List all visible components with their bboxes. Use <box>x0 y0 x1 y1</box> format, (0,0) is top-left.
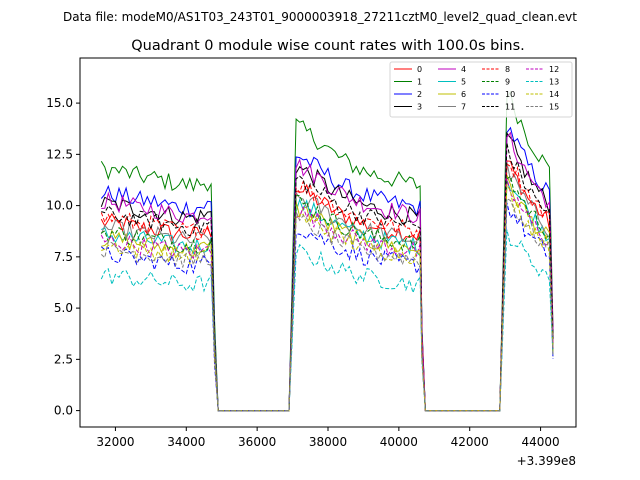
x-tick-label: 36000 <box>238 435 276 449</box>
series-line-12 <box>100 178 554 412</box>
legend-label-13: 13 <box>549 78 559 87</box>
x-tick-label: 32000 <box>96 435 134 449</box>
legend-label-11: 11 <box>505 103 515 112</box>
chart-title: Quadrant 0 module wise count rates with … <box>131 38 525 54</box>
x-tick-label: 44000 <box>521 435 559 449</box>
series-line-0 <box>100 160 554 412</box>
series-line-11 <box>101 142 554 412</box>
series-line-15 <box>100 197 554 412</box>
series-line-9 <box>101 175 554 412</box>
series-line-8 <box>100 163 554 412</box>
y-tick-label: 0.0 <box>54 404 73 418</box>
legend-label-0: 0 <box>417 65 422 74</box>
legend-label-10: 10 <box>505 90 515 99</box>
legend-label-8: 8 <box>505 65 510 74</box>
y-tick-label: 7.5 <box>54 250 73 264</box>
series-line-2 <box>100 126 554 412</box>
y-tick-label: 2.5 <box>54 352 73 366</box>
x-offset-label: +3.399e8 <box>517 454 576 468</box>
series-line-14 <box>101 183 554 412</box>
y-tick-label: 10.0 <box>46 199 73 213</box>
legend-label-6: 6 <box>461 90 466 99</box>
legend-label-4: 4 <box>461 65 466 74</box>
y-tick-label: 15.0 <box>46 96 73 110</box>
figure-suptitle: Data file: modeM0/AS1T03_243T01_90000039… <box>63 10 577 24</box>
plot-area <box>100 90 554 412</box>
y-tick-label: 12.5 <box>46 147 73 161</box>
y-tick-label: 5.0 <box>54 301 73 315</box>
x-tick-label: 38000 <box>309 435 347 449</box>
legend-label-15: 15 <box>549 103 559 112</box>
legend-label-3: 3 <box>417 103 422 112</box>
series-line-1 <box>100 90 554 412</box>
legend-label-7: 7 <box>461 103 466 112</box>
legend-label-9: 9 <box>505 78 510 87</box>
legend-label-5: 5 <box>461 78 466 87</box>
legend-label-14: 14 <box>549 90 559 99</box>
legend-label-12: 12 <box>549 65 559 74</box>
legend-label-2: 2 <box>417 90 422 99</box>
series-line-5 <box>101 179 554 412</box>
legend-label-1: 1 <box>417 78 422 87</box>
y-axis: 0.0 2.5 5.0 7.5 10.0 12.5 15.0 <box>46 96 80 418</box>
legend-box <box>389 61 573 118</box>
x-tick-label: 42000 <box>451 435 489 449</box>
x-tick-label: 34000 <box>167 435 205 449</box>
x-tick-label: 40000 <box>380 435 418 449</box>
x-axis: 32000 34000 36000 38000 40000 42000 44000 <box>96 427 560 449</box>
